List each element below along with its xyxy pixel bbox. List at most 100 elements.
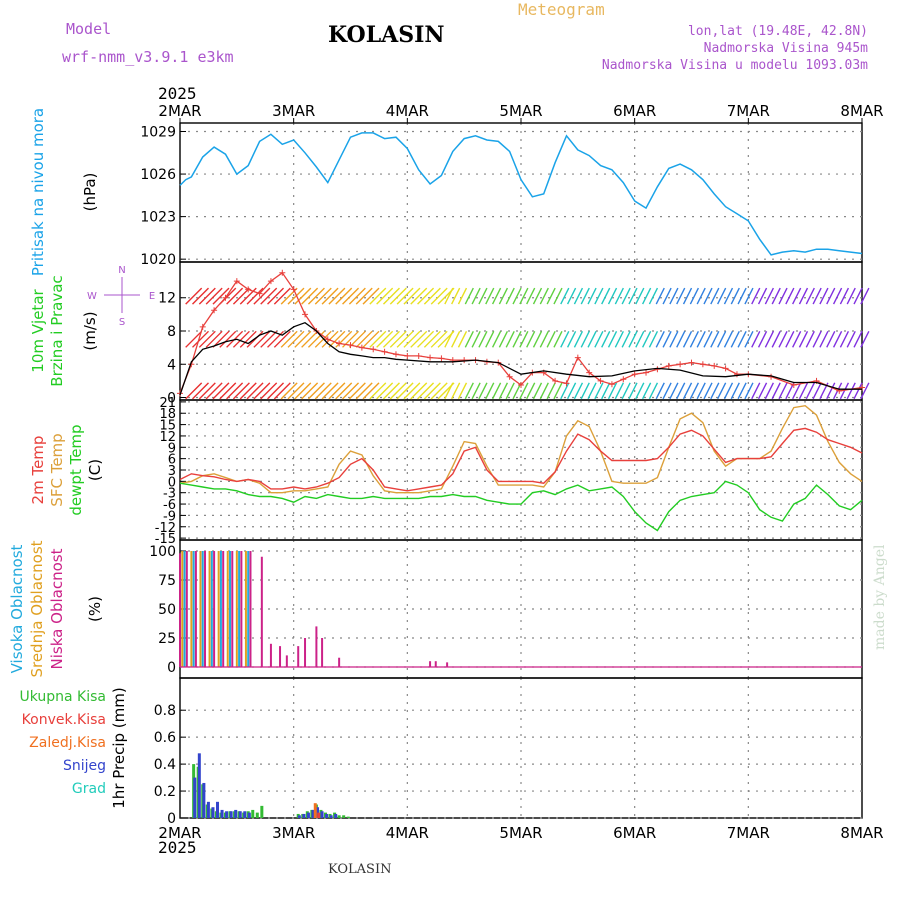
- footer-station: KOLASIN: [328, 862, 392, 877]
- precip-bar: [197, 753, 201, 818]
- xtick-label-top: 4MAR: [386, 102, 429, 120]
- precip-title: 1hr Precip (mm): [110, 687, 128, 808]
- wind-barb: [792, 287, 802, 305]
- wind-barb: [853, 382, 863, 400]
- gust-marker: [620, 376, 627, 383]
- wind-barb: [485, 287, 495, 305]
- wind-barb: [662, 287, 672, 305]
- gust-marker: [631, 371, 638, 378]
- wind-barb: [710, 382, 720, 400]
- precip-bar: [202, 782, 206, 818]
- ytick-label: -9: [163, 509, 176, 524]
- wind-barb: [335, 287, 353, 305]
- wind-barb: [314, 287, 332, 305]
- precip-bar: [220, 809, 224, 818]
- wind-barb: [519, 331, 529, 348]
- ytick-label: 8: [167, 324, 176, 340]
- gust-marker: [347, 342, 354, 349]
- ytick-label: 50: [158, 602, 176, 618]
- xtick-label-top: 5MAR: [499, 102, 542, 120]
- model-name: wrf-nmm_v3.9.1 e3km: [62, 48, 234, 66]
- wind-barb: [498, 382, 509, 400]
- wind-barb: [396, 382, 414, 400]
- wind-barb: [253, 382, 271, 400]
- gust-marker: [506, 373, 513, 380]
- pressure-line: [179, 132, 863, 256]
- ytick-label: 9: [168, 441, 176, 456]
- wind-barb: [785, 287, 795, 305]
- gust-marker: [404, 352, 411, 359]
- wind-title-2: Brzina i Pravac: [48, 275, 66, 386]
- wind-barb: [505, 382, 515, 400]
- temp-unit: (C): [86, 459, 104, 481]
- wind-barb: [826, 382, 836, 400]
- wind-barb: [805, 331, 815, 348]
- wind-barb: [267, 330, 285, 348]
- wind-barb: [376, 287, 394, 305]
- wind-barb: [457, 382, 468, 400]
- precip-legend-item: Ukupna Kisa: [19, 689, 106, 705]
- wind-barb: [546, 331, 556, 348]
- wind-barb: [430, 287, 448, 305]
- gust-marker: [222, 294, 229, 301]
- gust-marker: [199, 323, 206, 330]
- gust-marker: [336, 340, 343, 347]
- wind-barb: [430, 330, 448, 348]
- wind-barb: [812, 382, 822, 400]
- ytick-label: 1020: [140, 252, 176, 268]
- wind-barb: [491, 382, 502, 400]
- precip-bar: [247, 812, 251, 818]
- precip-bar: [260, 805, 264, 818]
- wind-barb: [410, 330, 428, 348]
- wind-barb: [205, 330, 223, 348]
- wind-barb: [696, 331, 706, 348]
- wind-barb: [757, 331, 768, 348]
- wind-barb: [246, 287, 264, 305]
- wind-barb: [560, 382, 570, 400]
- wind-barb: [607, 287, 618, 305]
- xtick-label-top: 7MAR: [727, 102, 770, 120]
- gust-marker: [699, 361, 706, 368]
- wind-barb: [232, 382, 250, 400]
- wind-barb: [566, 331, 577, 348]
- gust-marker: [552, 377, 559, 384]
- precip-bar: [325, 813, 329, 818]
- ytick-label: -15: [155, 532, 176, 547]
- wind-barb: [198, 287, 216, 305]
- wind-title-1: 10m Vjetar: [29, 288, 47, 372]
- precip-bar: [317, 812, 321, 818]
- wind-barb: [362, 382, 380, 400]
- compass-e: E: [149, 291, 155, 302]
- wind-barb: [607, 331, 618, 348]
- ytick-label: -6: [163, 498, 176, 513]
- ytick-label: 0.2: [154, 784, 176, 800]
- wind-barb: [287, 287, 305, 305]
- wind-barb: [526, 382, 536, 400]
- wind-barb: [682, 382, 693, 400]
- wind-barb: [826, 331, 836, 348]
- wind-barb: [737, 287, 747, 305]
- wind-barb: [614, 287, 624, 305]
- wind-barb: [307, 287, 325, 305]
- wind-barb: [628, 331, 638, 348]
- ytick-label: 12: [158, 291, 176, 307]
- wind-barb: [669, 382, 679, 400]
- model-label: Model: [66, 20, 112, 38]
- wind-barb: [566, 382, 577, 400]
- precip-bar: [334, 813, 338, 818]
- wind-barb: [635, 331, 645, 348]
- model-elevation-text: Nadmorska Visina u modelu 1093.03m: [601, 58, 868, 73]
- wind-barb: [846, 331, 856, 348]
- wind-barb: [594, 382, 604, 400]
- wind-barb: [751, 331, 761, 348]
- wind-barb: [321, 382, 339, 400]
- wind-barb: [335, 330, 353, 348]
- ytick-label: 6: [168, 453, 176, 468]
- wind-barb: [348, 382, 366, 400]
- gust-marker: [324, 336, 331, 343]
- wind-barb: [710, 287, 720, 305]
- wind-barb: [757, 382, 768, 400]
- wind-barb: [737, 382, 747, 400]
- panel-frame: [179, 677, 863, 819]
- gust-marker: [381, 348, 388, 355]
